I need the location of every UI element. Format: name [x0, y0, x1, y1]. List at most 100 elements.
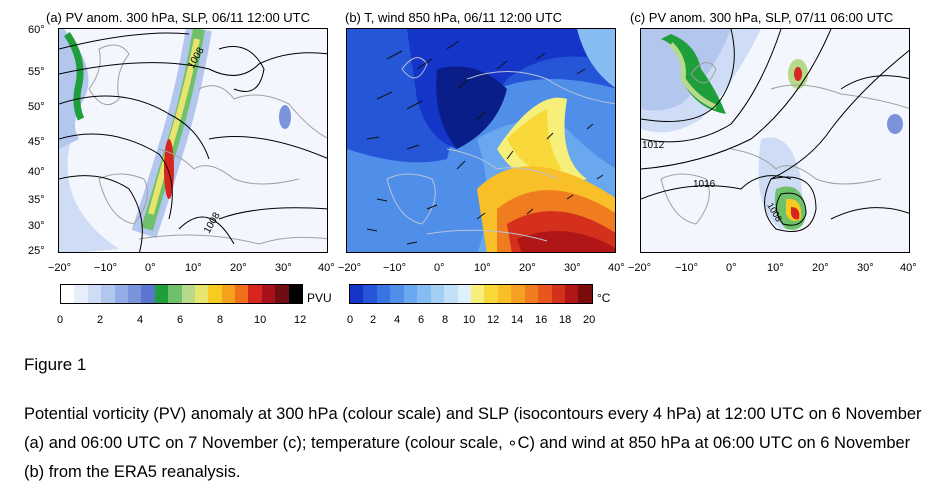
colorbar-label: 4	[137, 314, 144, 326]
colorbar-swatch	[457, 285, 471, 303]
colorbar-swatch	[363, 285, 377, 303]
colorbar-swatch	[101, 285, 115, 303]
colorbar-swatch	[235, 285, 249, 303]
colorbar-label: 10	[463, 314, 476, 326]
x-tick: −20°	[628, 262, 652, 274]
colorbar-swatch	[261, 285, 276, 303]
colorbar-swatch	[565, 285, 579, 303]
colorbar-swatch	[390, 285, 404, 303]
colorbar-swatch	[417, 285, 431, 303]
colorbar-swatch	[470, 285, 485, 303]
colorbar-label: 0	[57, 314, 64, 326]
x-tick: −10°	[383, 262, 407, 274]
y-tick: 30°	[28, 220, 45, 232]
colorbar-label: 20	[583, 314, 596, 326]
colorbar-swatch	[430, 285, 445, 303]
wind-barbs	[366, 40, 604, 245]
x-tick: 30°	[857, 262, 874, 274]
colorbar-swatch	[208, 285, 222, 303]
colorbar-swatch	[538, 285, 552, 303]
contour-label: 1016	[693, 179, 716, 190]
colorbar-swatch	[551, 285, 565, 303]
y-tick: 55°	[28, 66, 45, 78]
colorbar-swatch	[87, 285, 102, 303]
x-tick: 30°	[275, 262, 292, 274]
temperature-colorbar-unit: °C	[597, 291, 611, 305]
colorbar-swatch	[74, 285, 88, 303]
figure-label: Figure 1	[24, 355, 87, 374]
colorbar-swatch	[221, 285, 236, 303]
colorbar-swatch	[376, 285, 391, 303]
colorbar-label: 12	[487, 314, 500, 326]
x-tick: 10°	[474, 262, 491, 274]
x-tick: 0°	[145, 262, 156, 274]
colorbar-label: 18	[559, 314, 572, 326]
colorbar-swatch	[181, 285, 195, 303]
y-tick: 45°	[28, 136, 45, 148]
pv-colorbar	[60, 284, 303, 304]
x-tick: 40°	[608, 262, 625, 274]
colorbar-label: 12	[294, 314, 307, 326]
colorbar-swatch	[114, 285, 128, 303]
x-tick: 0°	[434, 262, 445, 274]
x-tick: 40°	[318, 262, 335, 274]
y-tick: 50°	[28, 101, 45, 113]
x-tick: −10°	[94, 262, 118, 274]
colorbar-swatch	[403, 285, 418, 303]
colorbar-swatch	[288, 285, 303, 303]
x-tick: 20°	[519, 262, 536, 274]
panel-a-title: (a) PV anom. 300 hPa, SLP, 06/11 12:00 U…	[46, 10, 311, 25]
y-tick: 40°	[28, 166, 45, 178]
colorbar-swatch	[248, 285, 262, 303]
colorbar-label: 16	[535, 314, 548, 326]
x-tick: 30°	[564, 262, 581, 274]
colorbar-swatch	[524, 285, 539, 303]
colorbar-swatch	[141, 285, 155, 303]
x-tick: 20°	[230, 262, 247, 274]
y-tick: 60°	[28, 24, 45, 36]
temperature-map-b-graphic	[347, 29, 615, 252]
colorbar-swatch	[578, 285, 592, 303]
colorbar-label: 6	[177, 314, 184, 326]
x-tick: −20°	[48, 262, 72, 274]
x-tick: −20°	[338, 262, 362, 274]
pv-map-c-graphic: 1012 1016 1008	[641, 29, 909, 252]
map-panel-b	[346, 28, 616, 253]
contour-label: 1012	[642, 140, 665, 151]
colorbar-swatch	[497, 285, 512, 303]
x-tick: 0°	[726, 262, 737, 274]
x-tick: 40°	[900, 262, 917, 274]
colorbar-label: 4	[394, 314, 401, 326]
panel-c-title: (c) PV anom. 300 hPa, SLP, 07/11 06:00 U…	[630, 10, 894, 25]
y-tick: 25°	[28, 245, 45, 257]
x-tick: −10°	[675, 262, 699, 274]
figure-caption: Potential vorticity (PV) anomaly at 300 …	[24, 405, 922, 481]
map-panel-a: 1008 1008	[58, 28, 328, 253]
colorbar-label: 2	[370, 314, 377, 326]
x-tick: 10°	[185, 262, 202, 274]
colorbar-label: 8	[442, 314, 449, 326]
colorbar-swatch	[154, 285, 169, 303]
colorbar-swatch	[484, 285, 498, 303]
map-panel-c: 1012 1016 1008	[640, 28, 910, 253]
colorbar-swatch	[61, 285, 75, 303]
x-tick: 10°	[767, 262, 784, 274]
pv-colorbar-unit: PVU	[307, 291, 332, 305]
y-tick: 35°	[28, 194, 45, 206]
colorbar-label: 0	[347, 314, 354, 326]
colorbar-swatch	[350, 285, 364, 303]
colorbar-label: 6	[418, 314, 425, 326]
x-tick: 20°	[812, 262, 829, 274]
colorbar-label: 10	[254, 314, 267, 326]
panel-b-title: (b) T, wind 850 hPa, 06/11 12:00 UTC	[345, 10, 563, 25]
temperature-colorbar	[349, 284, 593, 304]
colorbar-label: 14	[511, 314, 524, 326]
colorbar-swatch	[194, 285, 209, 303]
colorbar-swatch	[444, 285, 458, 303]
colorbar-label: 2	[97, 314, 104, 326]
colorbar-swatch	[275, 285, 289, 303]
colorbar-swatch	[127, 285, 142, 303]
colorbar-swatch	[168, 285, 182, 303]
colorbar-swatch	[511, 285, 525, 303]
colorbar-label: 8	[217, 314, 224, 326]
